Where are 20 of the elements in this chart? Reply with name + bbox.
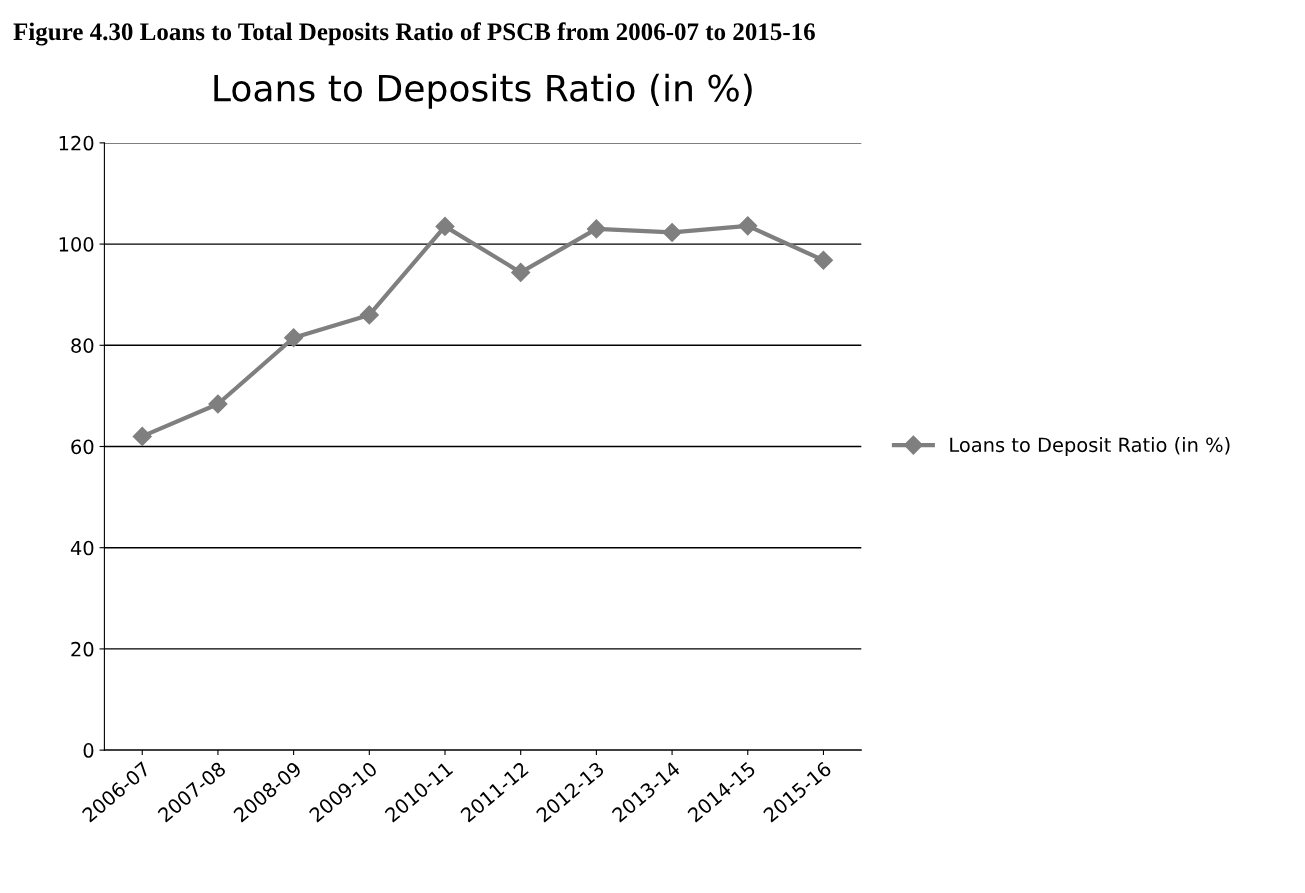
y-tick-label: 20	[71, 641, 94, 657]
point	[738, 216, 758, 236]
caption: Figure 4.30 Loans to Total Deposits Ratio of PSCB from 2006-07 to 2015-16	[13, 22, 815, 46]
point	[511, 262, 531, 282]
y-tick-label: 40	[70, 540, 94, 556]
point	[586, 219, 606, 239]
point	[284, 328, 304, 348]
point	[208, 394, 228, 414]
y-tick-label: 100	[59, 237, 94, 252]
y-tick-label: 60	[71, 439, 94, 455]
point	[359, 305, 379, 325]
point	[813, 250, 833, 270]
point	[662, 222, 682, 242]
y-tick-label: 80	[71, 338, 94, 353]
y-tick-label: 0	[83, 743, 94, 758]
y-tick-label: 120	[59, 135, 94, 151]
point	[435, 216, 455, 236]
chart-title: Loans to Deposits Ratio (in %)	[214, 73, 752, 109]
point	[132, 426, 152, 446]
legend-label: Loans to Deposit Ratio (in %)	[950, 437, 1230, 456]
